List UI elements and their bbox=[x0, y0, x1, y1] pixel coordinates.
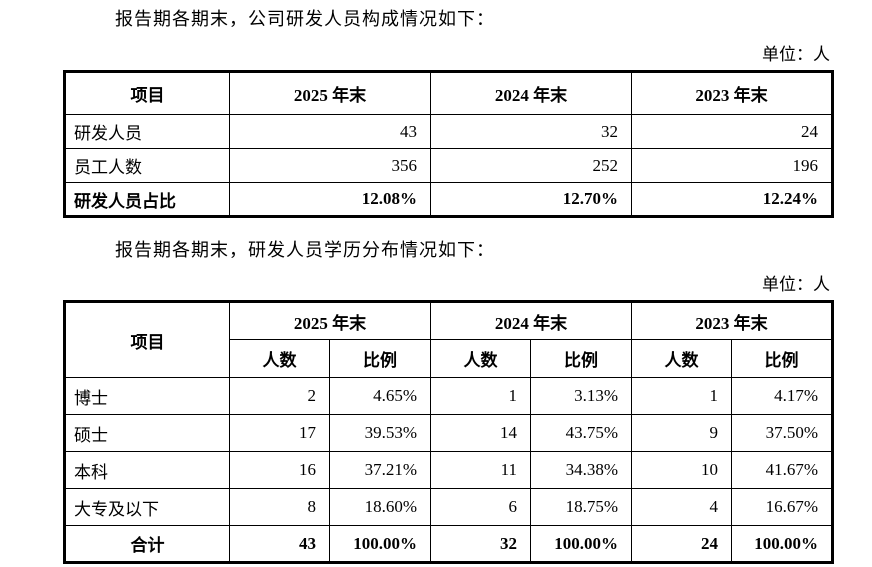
cell-value: 8 bbox=[229, 488, 330, 526]
row-label: 本科 bbox=[64, 451, 230, 489]
cell-value: 12.70% bbox=[430, 182, 632, 217]
row-label: 博士 bbox=[64, 377, 230, 415]
subheader-ratio: 比例 bbox=[731, 339, 833, 378]
cell-value: 4.17% bbox=[731, 377, 833, 415]
cell-value: 24 bbox=[631, 525, 732, 563]
column-header-2023: 2023 年末 bbox=[631, 301, 833, 340]
cell-value: 16 bbox=[229, 451, 330, 489]
cell-value: 1 bbox=[430, 377, 531, 415]
cell-value: 4.65% bbox=[329, 377, 431, 415]
table-row-ratio: 研发人员占比 12.08% 12.70% 12.24% bbox=[64, 182, 833, 217]
unit-label: 单位：人 bbox=[762, 45, 830, 64]
subheader-ratio: 比例 bbox=[329, 339, 431, 378]
subheader-count: 人数 bbox=[430, 339, 531, 378]
row-label: 研发人员 bbox=[64, 114, 230, 149]
cell-value: 100.00% bbox=[530, 525, 632, 563]
cell-value: 100.00% bbox=[329, 525, 431, 563]
table-row: 本科 16 37.21% 11 34.38% 10 41.67% bbox=[64, 451, 833, 489]
cell-value: 11 bbox=[430, 451, 531, 489]
cell-value: 14 bbox=[430, 414, 531, 452]
table-row: 博士 2 4.65% 1 3.13% 1 4.17% bbox=[64, 377, 833, 415]
cell-value: 41.67% bbox=[731, 451, 833, 489]
cell-value: 32 bbox=[430, 114, 632, 149]
cell-value: 43 bbox=[229, 525, 330, 563]
cell-value: 1 bbox=[631, 377, 732, 415]
cell-value: 9 bbox=[631, 414, 732, 452]
cell-value: 32 bbox=[430, 525, 531, 563]
cell-value: 39.53% bbox=[329, 414, 431, 452]
column-header-2024: 2024 年末 bbox=[430, 301, 632, 340]
row-label: 研发人员占比 bbox=[64, 182, 230, 217]
intro-paragraph-education: 报告期各期末，研发人员学历分布情况如下： bbox=[115, 240, 495, 260]
cell-value: 196 bbox=[631, 148, 833, 183]
rd-personnel-composition-table: 项目 2025 年末 2024 年末 2023 年末 研发人员 43 32 24… bbox=[63, 70, 834, 218]
cell-value: 12.24% bbox=[631, 182, 833, 217]
rd-education-distribution-table: 项目 2025 年末 2024 年末 2023 年末 人数 比例 人数 比例 人… bbox=[63, 300, 834, 564]
cell-value: 24 bbox=[631, 114, 833, 149]
table-row: 硕士 17 39.53% 14 43.75% 9 37.50% bbox=[64, 414, 833, 452]
unit-label: 单位：人 bbox=[762, 275, 830, 294]
cell-value: 356 bbox=[229, 148, 431, 183]
cell-value: 43 bbox=[229, 114, 431, 149]
column-header-item: 项目 bbox=[64, 71, 230, 115]
table-row: 员工人数 356 252 196 bbox=[64, 148, 833, 183]
intro-paragraph-rd-composition: 报告期各期末，公司研发人员构成情况如下： bbox=[115, 9, 495, 29]
row-label: 硕士 bbox=[64, 414, 230, 452]
cell-value: 100.00% bbox=[731, 525, 833, 563]
row-label: 大专及以下 bbox=[64, 488, 230, 526]
row-label-total: 合计 bbox=[64, 525, 230, 563]
cell-value: 16.67% bbox=[731, 488, 833, 526]
table-header-sub-row: 人数 比例 人数 比例 人数 比例 bbox=[64, 339, 833, 378]
row-label: 员工人数 bbox=[64, 148, 230, 183]
column-header-2025: 2025 年末 bbox=[229, 301, 431, 340]
subheader-count: 人数 bbox=[631, 339, 732, 378]
table-row-total: 合计 43 100.00% 32 100.00% 24 100.00% bbox=[64, 525, 833, 563]
cell-value: 18.60% bbox=[329, 488, 431, 526]
cell-value: 12.08% bbox=[229, 182, 431, 217]
cell-value: 6 bbox=[430, 488, 531, 526]
table-header-year-row: 项目 2025 年末 2024 年末 2023 年末 bbox=[64, 301, 833, 378]
cell-value: 10 bbox=[631, 451, 732, 489]
cell-value: 43.75% bbox=[530, 414, 632, 452]
cell-value: 37.21% bbox=[329, 451, 431, 489]
table-row: 大专及以下 8 18.60% 6 18.75% 4 16.67% bbox=[64, 488, 833, 526]
cell-value: 4 bbox=[631, 488, 732, 526]
table-header-row: 项目 2025 年末 2024 年末 2023 年末 bbox=[64, 71, 833, 115]
cell-value: 2 bbox=[229, 377, 330, 415]
column-header-2023: 2023 年末 bbox=[631, 71, 833, 115]
subheader-count: 人数 bbox=[229, 339, 330, 378]
cell-value: 37.50% bbox=[731, 414, 833, 452]
cell-value: 34.38% bbox=[530, 451, 632, 489]
column-header-2024: 2024 年末 bbox=[430, 71, 632, 115]
table-row: 研发人员 43 32 24 bbox=[64, 114, 833, 149]
subheader-ratio: 比例 bbox=[530, 339, 632, 378]
column-header-2025: 2025 年末 bbox=[229, 71, 431, 115]
cell-value: 18.75% bbox=[530, 488, 632, 526]
cell-value: 252 bbox=[430, 148, 632, 183]
column-header-item: 项目 bbox=[64, 301, 230, 378]
cell-value: 17 bbox=[229, 414, 330, 452]
cell-value: 3.13% bbox=[530, 377, 632, 415]
